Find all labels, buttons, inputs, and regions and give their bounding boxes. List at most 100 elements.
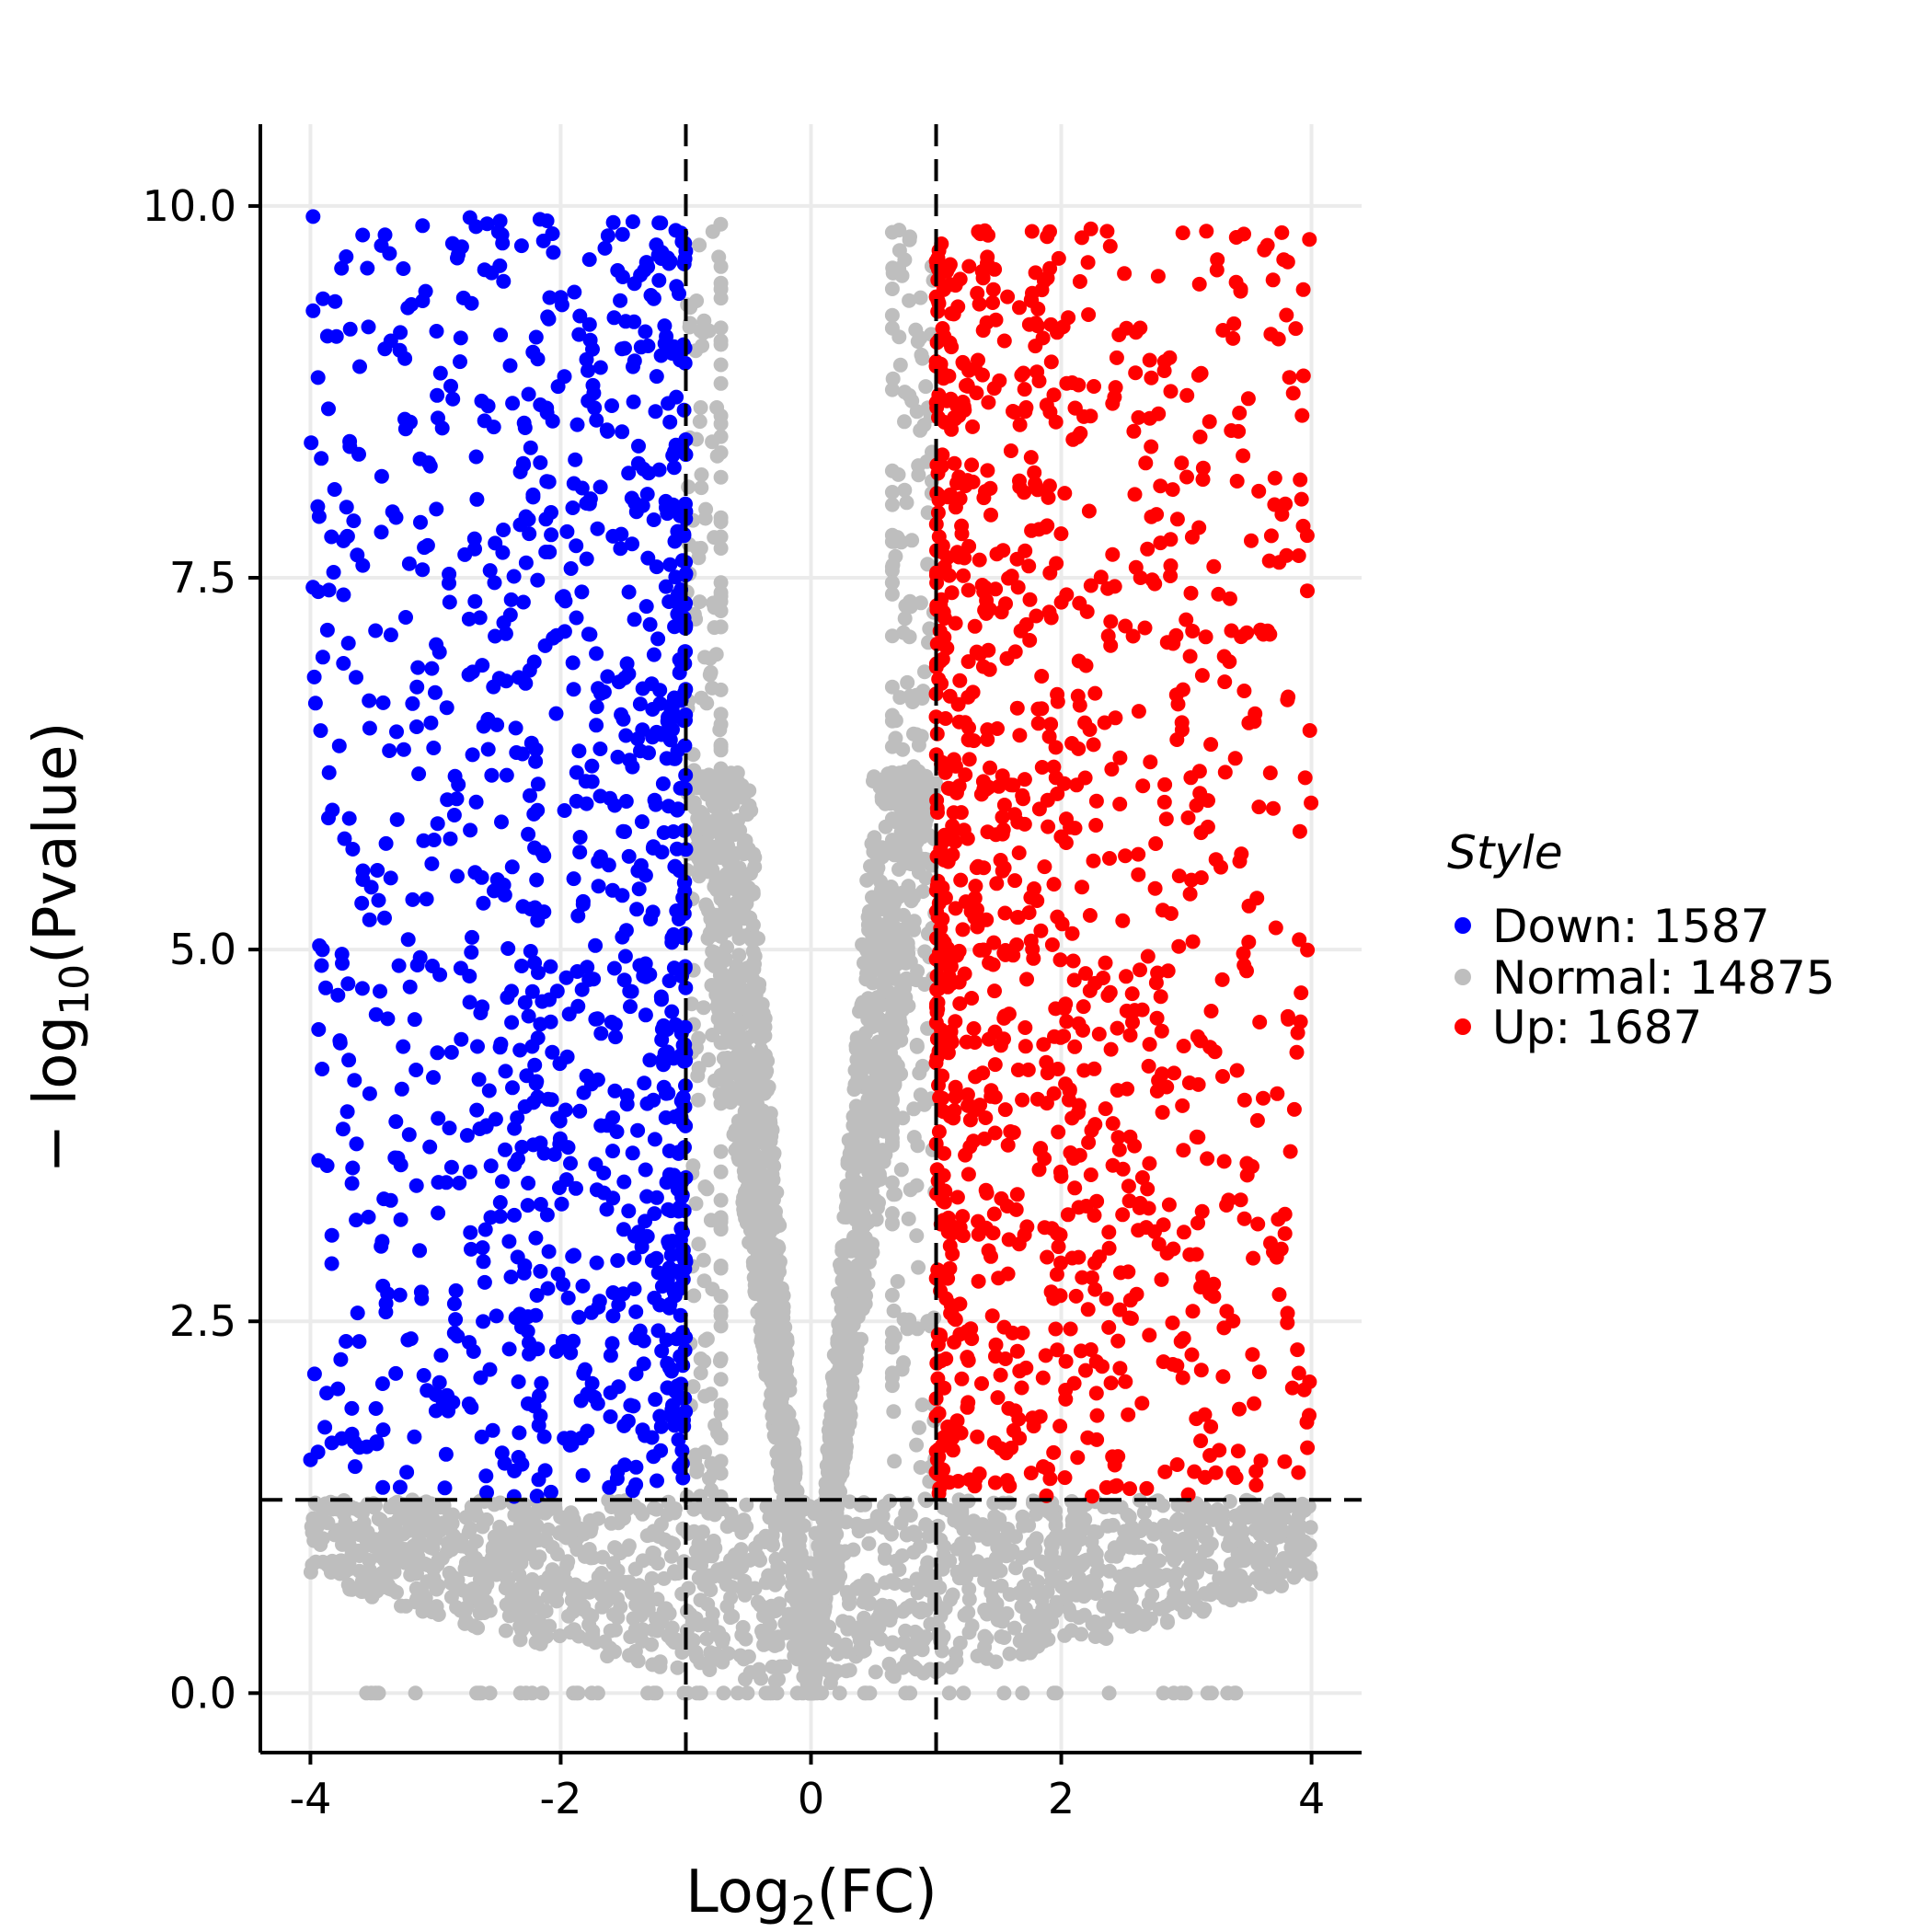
point-normal — [887, 1329, 903, 1345]
point-down — [398, 610, 413, 625]
point-normal — [693, 1365, 708, 1381]
point-normal — [750, 1193, 765, 1209]
point-normal — [758, 1685, 774, 1701]
point-down — [347, 1073, 362, 1088]
point-down — [396, 1039, 411, 1054]
point-normal — [1174, 1685, 1190, 1701]
point-normal — [762, 1617, 777, 1633]
point-normal — [712, 1353, 728, 1369]
point-down — [470, 1039, 485, 1054]
point-down — [584, 774, 600, 789]
point-normal — [888, 1187, 903, 1202]
point-normal — [753, 1227, 768, 1243]
point-down — [569, 765, 584, 780]
point-normal — [700, 1596, 716, 1612]
point-down — [637, 1075, 652, 1091]
point-normal — [1012, 1634, 1028, 1649]
point-normal — [734, 1627, 750, 1643]
point-normal — [897, 385, 913, 400]
point-normal — [1195, 1604, 1211, 1619]
point-normal — [693, 400, 708, 415]
point-down — [310, 370, 326, 385]
point-normal — [773, 1465, 788, 1479]
point-normal — [913, 422, 928, 438]
point-normal — [1096, 1598, 1111, 1614]
point-normal — [705, 1282, 720, 1297]
point-down — [362, 912, 377, 927]
point-normal — [713, 259, 729, 274]
point-normal — [1048, 1518, 1064, 1533]
point-down — [650, 1323, 666, 1339]
point-normal — [327, 1527, 342, 1543]
point-normal — [863, 1518, 879, 1534]
point-normal — [510, 1606, 525, 1622]
point-normal — [742, 798, 757, 813]
point-normal — [592, 1580, 607, 1595]
point-normal — [737, 911, 753, 926]
point-down — [383, 870, 398, 886]
point-normal — [713, 1429, 729, 1444]
point-down — [396, 742, 411, 757]
point-down — [638, 1007, 653, 1023]
point-down — [349, 670, 363, 685]
point-normal — [892, 357, 908, 373]
point-down — [603, 1409, 618, 1424]
point-normal — [681, 1581, 696, 1596]
point-normal — [893, 1162, 909, 1178]
point-normal — [441, 1520, 456, 1535]
point-normal — [761, 1079, 776, 1095]
point-down — [468, 794, 484, 810]
point-normal — [479, 1576, 495, 1592]
point-normal — [418, 1515, 433, 1531]
point-normal — [875, 1508, 891, 1524]
point-down — [505, 396, 521, 411]
point-normal — [549, 1593, 565, 1609]
point-normal — [841, 1397, 856, 1412]
point-down — [496, 523, 512, 537]
point-normal — [713, 1192, 729, 1208]
point-down — [631, 438, 646, 454]
point-normal — [884, 1093, 900, 1109]
point-down — [388, 1114, 404, 1130]
point-down — [462, 1164, 477, 1179]
point-normal — [1049, 1594, 1064, 1610]
point-normal — [829, 1526, 845, 1542]
point-normal — [1025, 1535, 1041, 1551]
point-normal — [755, 1016, 771, 1031]
point-normal — [765, 1167, 780, 1182]
point-normal — [559, 1558, 575, 1573]
point-normal — [905, 695, 920, 709]
point-down — [306, 669, 322, 684]
point-normal — [713, 469, 729, 485]
point-normal — [431, 1607, 446, 1622]
point-down — [374, 1376, 390, 1391]
point-normal — [504, 1545, 520, 1560]
point-down — [400, 932, 416, 948]
point-normal — [1001, 1495, 1017, 1511]
point-normal — [713, 885, 729, 901]
point-normal — [1097, 1500, 1112, 1515]
point-normal — [898, 955, 914, 971]
point-normal — [409, 1566, 424, 1581]
point-normal — [884, 1526, 899, 1542]
point-normal — [1225, 1556, 1241, 1571]
point-normal — [376, 1552, 392, 1568]
point-normal — [1169, 1566, 1185, 1581]
point-normal — [999, 1605, 1015, 1621]
point-normal — [1084, 1534, 1099, 1549]
point-normal — [730, 1140, 746, 1155]
point-normal — [884, 1287, 900, 1303]
point-normal — [864, 1109, 880, 1124]
point-normal — [886, 1404, 902, 1420]
point-normal — [697, 1444, 712, 1460]
point-normal — [646, 1501, 661, 1516]
point-normal — [637, 1589, 652, 1604]
point-normal — [844, 1144, 859, 1159]
point-normal — [917, 1629, 933, 1645]
point-normal — [713, 357, 729, 373]
point-normal — [713, 1164, 729, 1179]
point-down — [571, 743, 587, 759]
point-normal — [996, 1535, 1011, 1551]
point-normal — [1235, 1588, 1250, 1604]
point-normal — [1070, 1555, 1086, 1570]
